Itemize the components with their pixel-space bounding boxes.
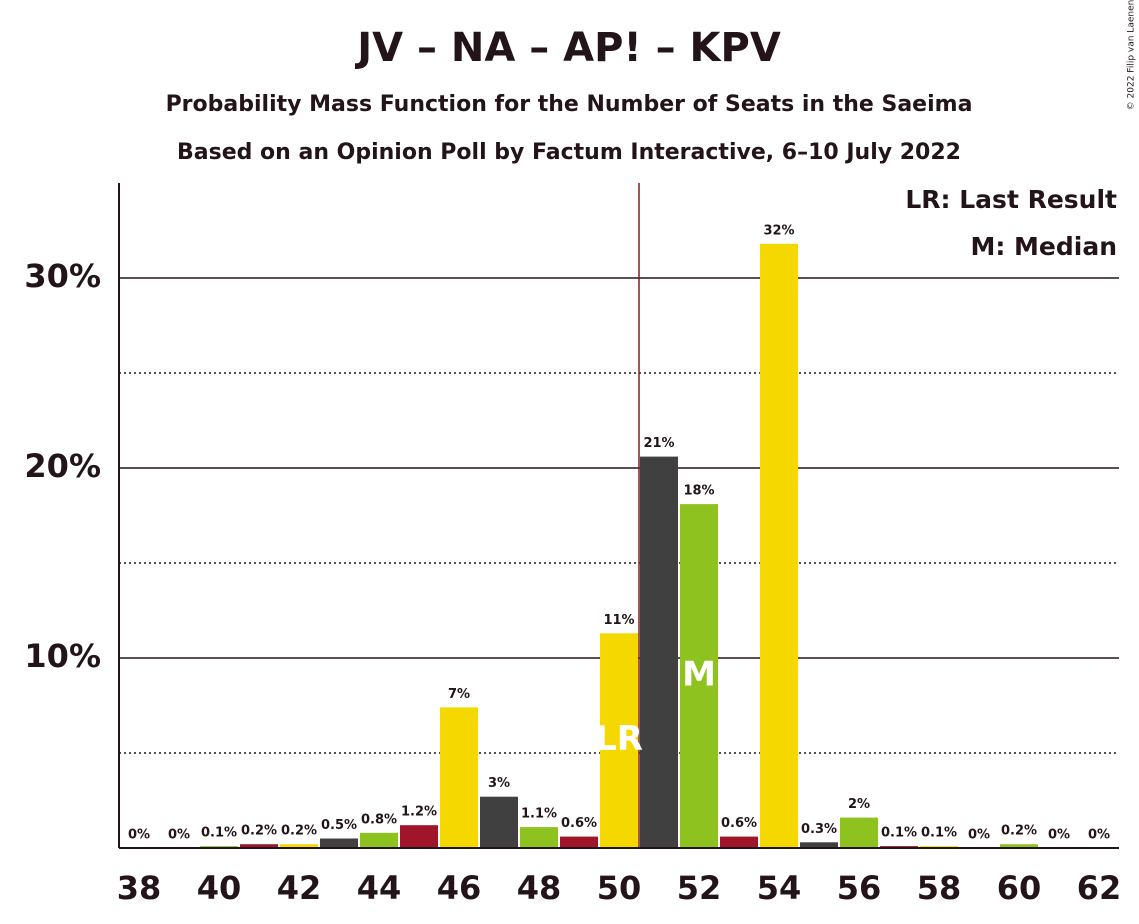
x-tick-label: 42: [277, 869, 322, 907]
value-label: 0%: [968, 828, 990, 843]
legend-entry: M: Median: [970, 232, 1117, 261]
bar: [600, 633, 638, 848]
y-tick-label: 30%: [24, 257, 101, 295]
value-label: 0%: [1088, 828, 1110, 843]
bar: [240, 844, 278, 848]
chart-title: JV – NA – AP! – KPV: [354, 25, 781, 71]
bar: [440, 707, 478, 848]
value-label: 3%: [488, 776, 510, 791]
value-label: 0.6%: [561, 816, 597, 831]
value-label: 0%: [128, 828, 150, 843]
bar: [280, 844, 318, 848]
x-tick-label: 40: [197, 869, 242, 907]
x-tick-label: 50: [597, 869, 642, 907]
bar-annotation: M: [682, 655, 716, 695]
x-tick-label: 54: [757, 869, 802, 907]
value-label: 21%: [643, 436, 674, 451]
x-tick-label: 46: [437, 869, 482, 907]
chart-subtitle: Based on an Opinion Poll by Factum Inter…: [177, 140, 961, 165]
bar: [1000, 844, 1038, 848]
value-label: 0.2%: [241, 824, 277, 839]
x-tick-label: 38: [117, 869, 162, 907]
value-label: 7%: [448, 687, 470, 702]
bar: [320, 838, 358, 848]
bar: [560, 836, 598, 848]
x-tick-label: 56: [837, 869, 882, 907]
bar: [720, 836, 758, 848]
value-label: 0%: [168, 828, 190, 843]
bar: [520, 827, 558, 848]
value-label: 0.1%: [921, 826, 957, 841]
value-label: 0.1%: [881, 826, 917, 841]
value-label: 11%: [603, 613, 634, 628]
x-tick-label: 60: [997, 869, 1042, 907]
bar: [360, 832, 398, 848]
value-label: 0.8%: [361, 812, 397, 827]
value-label: 0.5%: [321, 818, 357, 833]
value-label: 2%: [848, 797, 870, 812]
bar: [800, 842, 838, 848]
bar: [400, 825, 438, 848]
copyright: © 2022 Filip van Laenen: [1127, 0, 1137, 110]
value-label: 1.1%: [521, 807, 557, 822]
value-label: 18%: [683, 484, 714, 499]
value-label: 32%: [763, 223, 794, 238]
x-tick-label: 44: [357, 869, 402, 907]
x-tick-label: 52: [677, 869, 722, 907]
x-tick-label: 48: [517, 869, 562, 907]
value-label: 0.3%: [801, 822, 837, 837]
bar: [840, 817, 878, 848]
bar: [760, 243, 798, 849]
y-tick-label: 20%: [24, 447, 101, 485]
y-tick-label: 10%: [24, 637, 101, 675]
bar: [480, 796, 518, 848]
bar: [640, 456, 678, 848]
value-label: 0.6%: [721, 816, 757, 831]
value-label: 0.2%: [281, 824, 317, 839]
x-tick-label: 62: [1077, 869, 1122, 907]
x-tick-label: 58: [917, 869, 962, 907]
bar: [680, 504, 718, 848]
value-label: 0.2%: [1001, 824, 1037, 839]
value-label: 0.1%: [201, 826, 237, 841]
bar-annotation: LR: [595, 719, 643, 759]
value-label: 0%: [1048, 828, 1070, 843]
legend-entry: LR: Last Result: [905, 185, 1117, 214]
value-label: 1.2%: [401, 805, 437, 820]
chart-subtitle: Probability Mass Function for the Number…: [166, 92, 973, 117]
